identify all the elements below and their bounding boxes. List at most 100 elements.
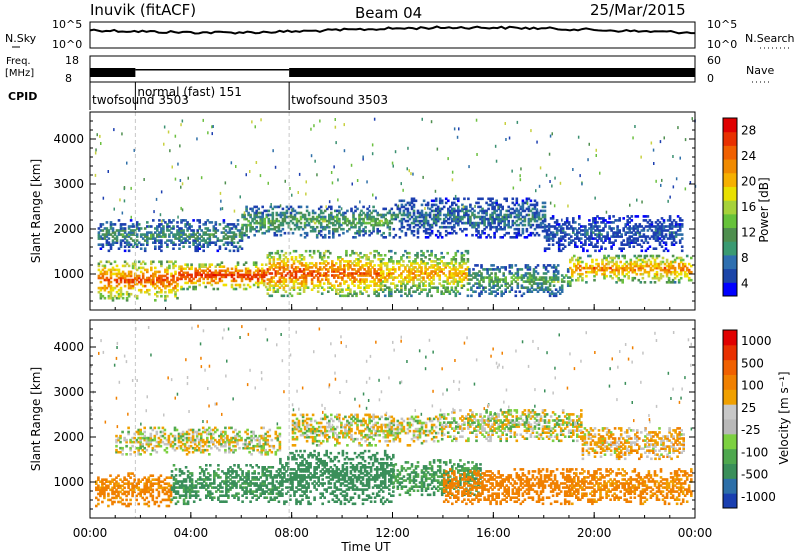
data-cell — [456, 280, 460, 283]
data-cell — [628, 235, 631, 238]
data-cell — [402, 217, 406, 221]
data-cell — [661, 260, 665, 264]
data-cell — [414, 258, 417, 261]
data-cell — [392, 268, 395, 271]
data-cell — [678, 225, 682, 228]
data-cell — [150, 266, 153, 270]
data-cell — [447, 217, 450, 221]
data-cell — [644, 235, 648, 238]
data-cell — [164, 268, 167, 272]
data-cell — [438, 225, 442, 229]
data-cell — [541, 213, 545, 217]
data-cell — [115, 268, 119, 272]
data-cell — [455, 221, 458, 225]
data-cell — [111, 241, 115, 244]
data-cell — [316, 249, 320, 253]
data-cell — [263, 223, 266, 227]
data-cell — [621, 270, 624, 274]
data-cell — [264, 271, 268, 275]
data-cell — [473, 213, 476, 217]
data-cell — [522, 276, 526, 279]
data-cell — [677, 256, 681, 260]
data-cell — [479, 217, 482, 221]
data-cell — [662, 241, 666, 244]
data-cell — [216, 229, 220, 232]
data-cell — [101, 223, 105, 226]
data-cell — [170, 488, 174, 491]
data-cell — [543, 219, 547, 222]
data-cell — [444, 219, 448, 223]
data-cell — [218, 245, 222, 248]
data-cell — [363, 264, 366, 267]
data-cell — [356, 229, 359, 233]
data-cell — [612, 231, 615, 234]
data-cell — [623, 274, 626, 278]
data-cell — [113, 233, 117, 236]
data-cell — [496, 266, 499, 269]
data-cell — [208, 281, 212, 285]
data-cell — [438, 258, 441, 261]
data-cell — [546, 288, 550, 291]
data-cell — [230, 235, 234, 238]
data-cell — [473, 223, 476, 227]
data-cell — [479, 233, 482, 237]
data-cell — [561, 229, 565, 232]
data-cell — [503, 215, 506, 219]
data-cell — [182, 287, 185, 291]
data-cell — [671, 270, 675, 274]
data-cell — [254, 273, 258, 277]
data-cell — [428, 213, 432, 217]
data-cell — [164, 270, 167, 274]
data-cell — [408, 278, 411, 281]
data-cell — [598, 235, 601, 238]
data-cell — [626, 223, 629, 226]
data-cell — [434, 221, 438, 225]
data-cell — [105, 239, 109, 242]
data-cell — [414, 274, 417, 277]
data-cell — [604, 239, 607, 242]
data-cell — [260, 277, 264, 281]
data-cell — [109, 274, 113, 278]
data-cell — [208, 273, 212, 277]
data-cell — [398, 227, 402, 231]
freq-label: Freq. — [6, 56, 31, 67]
data-cell — [370, 231, 373, 235]
data-cell — [362, 229, 365, 233]
data-cell — [491, 225, 494, 229]
data-cell — [269, 223, 273, 227]
data-cell — [129, 225, 133, 228]
data-cell — [678, 239, 682, 242]
data-cell — [321, 211, 325, 215]
data-cell — [99, 260, 103, 264]
data-cell — [603, 256, 606, 260]
data-cell — [357, 258, 360, 261]
data-cell — [494, 278, 497, 281]
data-cell — [588, 243, 591, 246]
cpid-segment-label: normal (fast) 151 — [137, 85, 241, 99]
data-cell — [390, 292, 393, 295]
data-cell — [390, 290, 393, 293]
data-cell — [452, 280, 456, 283]
data-cell — [302, 290, 306, 293]
data-cell — [139, 235, 143, 238]
data-cell — [478, 274, 481, 277]
data-cell — [180, 267, 183, 271]
data-cell — [510, 282, 514, 285]
data-cell — [507, 219, 510, 223]
data-cell — [639, 268, 643, 272]
data-cell — [464, 274, 468, 277]
data-cell — [176, 233, 179, 236]
data-cell — [373, 272, 376, 275]
data-cell — [95, 480, 98, 483]
data-cell — [279, 229, 283, 233]
data-cell — [412, 211, 416, 215]
data-cell — [101, 276, 105, 280]
data-cell — [408, 270, 411, 273]
data-cell — [669, 272, 673, 276]
data-cell — [544, 286, 548, 289]
data-cell — [206, 281, 210, 285]
data-cell — [408, 272, 411, 275]
data-cell — [95, 482, 98, 485]
data-cell — [571, 274, 574, 278]
data-cell — [277, 219, 281, 223]
